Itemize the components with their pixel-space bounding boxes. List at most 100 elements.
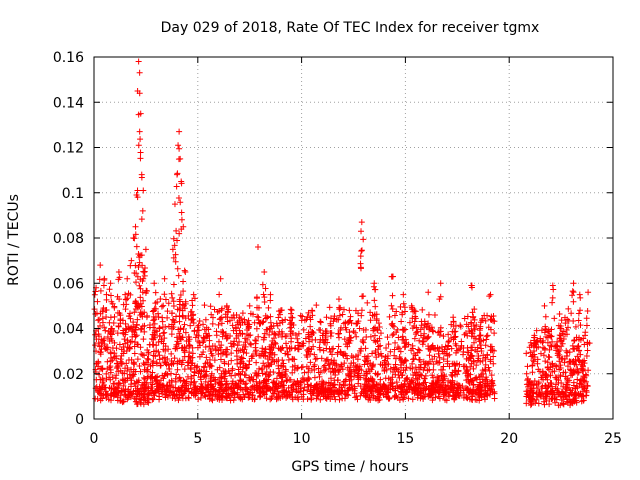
data-point — [96, 316, 103, 323]
data-point — [476, 394, 483, 401]
data-point — [177, 377, 184, 384]
data-point — [127, 315, 134, 322]
data-point — [445, 377, 452, 384]
data-point — [371, 286, 378, 293]
data-point — [223, 346, 230, 353]
data-point — [552, 399, 559, 406]
data-point — [564, 324, 571, 331]
data-point — [181, 378, 188, 385]
data-point — [419, 306, 426, 313]
data-point — [470, 365, 477, 372]
data-point — [246, 358, 253, 365]
data-point — [548, 326, 555, 333]
data-point — [276, 320, 283, 327]
data-point — [238, 358, 245, 365]
data-point — [137, 344, 144, 351]
data-point — [260, 318, 267, 325]
data-point — [267, 297, 274, 304]
data-point — [95, 317, 102, 324]
data-point — [101, 277, 108, 284]
y-tick-label: 0.16 — [53, 50, 84, 66]
data-point — [161, 358, 168, 365]
data-point — [348, 373, 355, 380]
data-point — [196, 342, 203, 349]
data-point — [151, 280, 158, 287]
y-axis-label: ROTI / TECUs — [6, 194, 22, 286]
data-point — [366, 384, 373, 391]
y-tick-label: 0.08 — [53, 231, 84, 247]
data-point — [252, 337, 259, 344]
data-point — [569, 288, 576, 295]
data-point — [137, 326, 144, 333]
data-point — [420, 380, 427, 387]
data-point — [423, 385, 430, 392]
data-point — [378, 353, 385, 360]
data-point — [399, 336, 406, 343]
data-point — [398, 391, 405, 398]
data-point — [279, 319, 286, 326]
data-point — [300, 391, 307, 398]
data-point — [156, 333, 163, 340]
data-point — [483, 374, 490, 381]
data-point — [189, 344, 196, 351]
data-point — [259, 345, 266, 352]
data-point — [403, 386, 410, 393]
y-tick-label: 0.06 — [53, 276, 84, 292]
data-point — [547, 372, 554, 379]
data-point — [211, 357, 218, 364]
data-point — [103, 291, 110, 298]
data-point — [565, 305, 572, 312]
data-point — [363, 368, 370, 375]
data-point — [570, 289, 577, 296]
data-point — [340, 320, 347, 327]
data-point — [523, 400, 530, 407]
data-point — [238, 378, 245, 385]
data-point — [353, 333, 360, 340]
axis-ticks: 0 0.02 0.04 0.06 0.08 0.1 0.12 0.14 0.16 0 5 10 15 20… — [53, 50, 622, 447]
data-point — [128, 356, 135, 363]
data-point — [278, 362, 285, 369]
data-point — [341, 360, 348, 367]
data-point — [237, 377, 244, 384]
data-point — [182, 298, 189, 305]
data-point — [460, 351, 467, 358]
data-point — [334, 377, 341, 384]
data-point — [533, 327, 540, 334]
data-point — [431, 312, 438, 319]
data-point — [184, 362, 191, 369]
data-point — [136, 388, 143, 395]
data-point — [176, 330, 183, 337]
data-point — [190, 379, 197, 386]
data-point — [482, 390, 489, 397]
data-point — [262, 285, 269, 292]
data-point — [172, 258, 179, 265]
data-point — [144, 287, 151, 294]
data-point — [542, 313, 549, 320]
data-point — [370, 361, 377, 368]
data-point — [176, 145, 183, 152]
data-point — [170, 384, 177, 391]
data-point — [126, 313, 133, 320]
data-point — [176, 128, 183, 135]
data-point — [251, 319, 258, 326]
data-point — [430, 328, 437, 335]
data-point — [387, 348, 394, 355]
data-point — [125, 290, 132, 297]
x-tick-label: 10 — [293, 431, 311, 447]
data-point — [451, 381, 458, 388]
data-point — [123, 348, 130, 355]
data-point — [412, 352, 419, 359]
data-point — [477, 342, 484, 349]
data-point — [490, 360, 497, 367]
data-point — [255, 370, 262, 377]
data-point — [135, 263, 142, 270]
data-point — [400, 300, 407, 307]
data-point — [209, 320, 216, 327]
data-point — [345, 392, 352, 399]
data-point — [474, 348, 481, 355]
data-point — [473, 387, 480, 394]
data-point — [190, 291, 197, 298]
data-point — [200, 349, 207, 356]
data-point — [569, 342, 576, 349]
data-point — [331, 388, 338, 395]
